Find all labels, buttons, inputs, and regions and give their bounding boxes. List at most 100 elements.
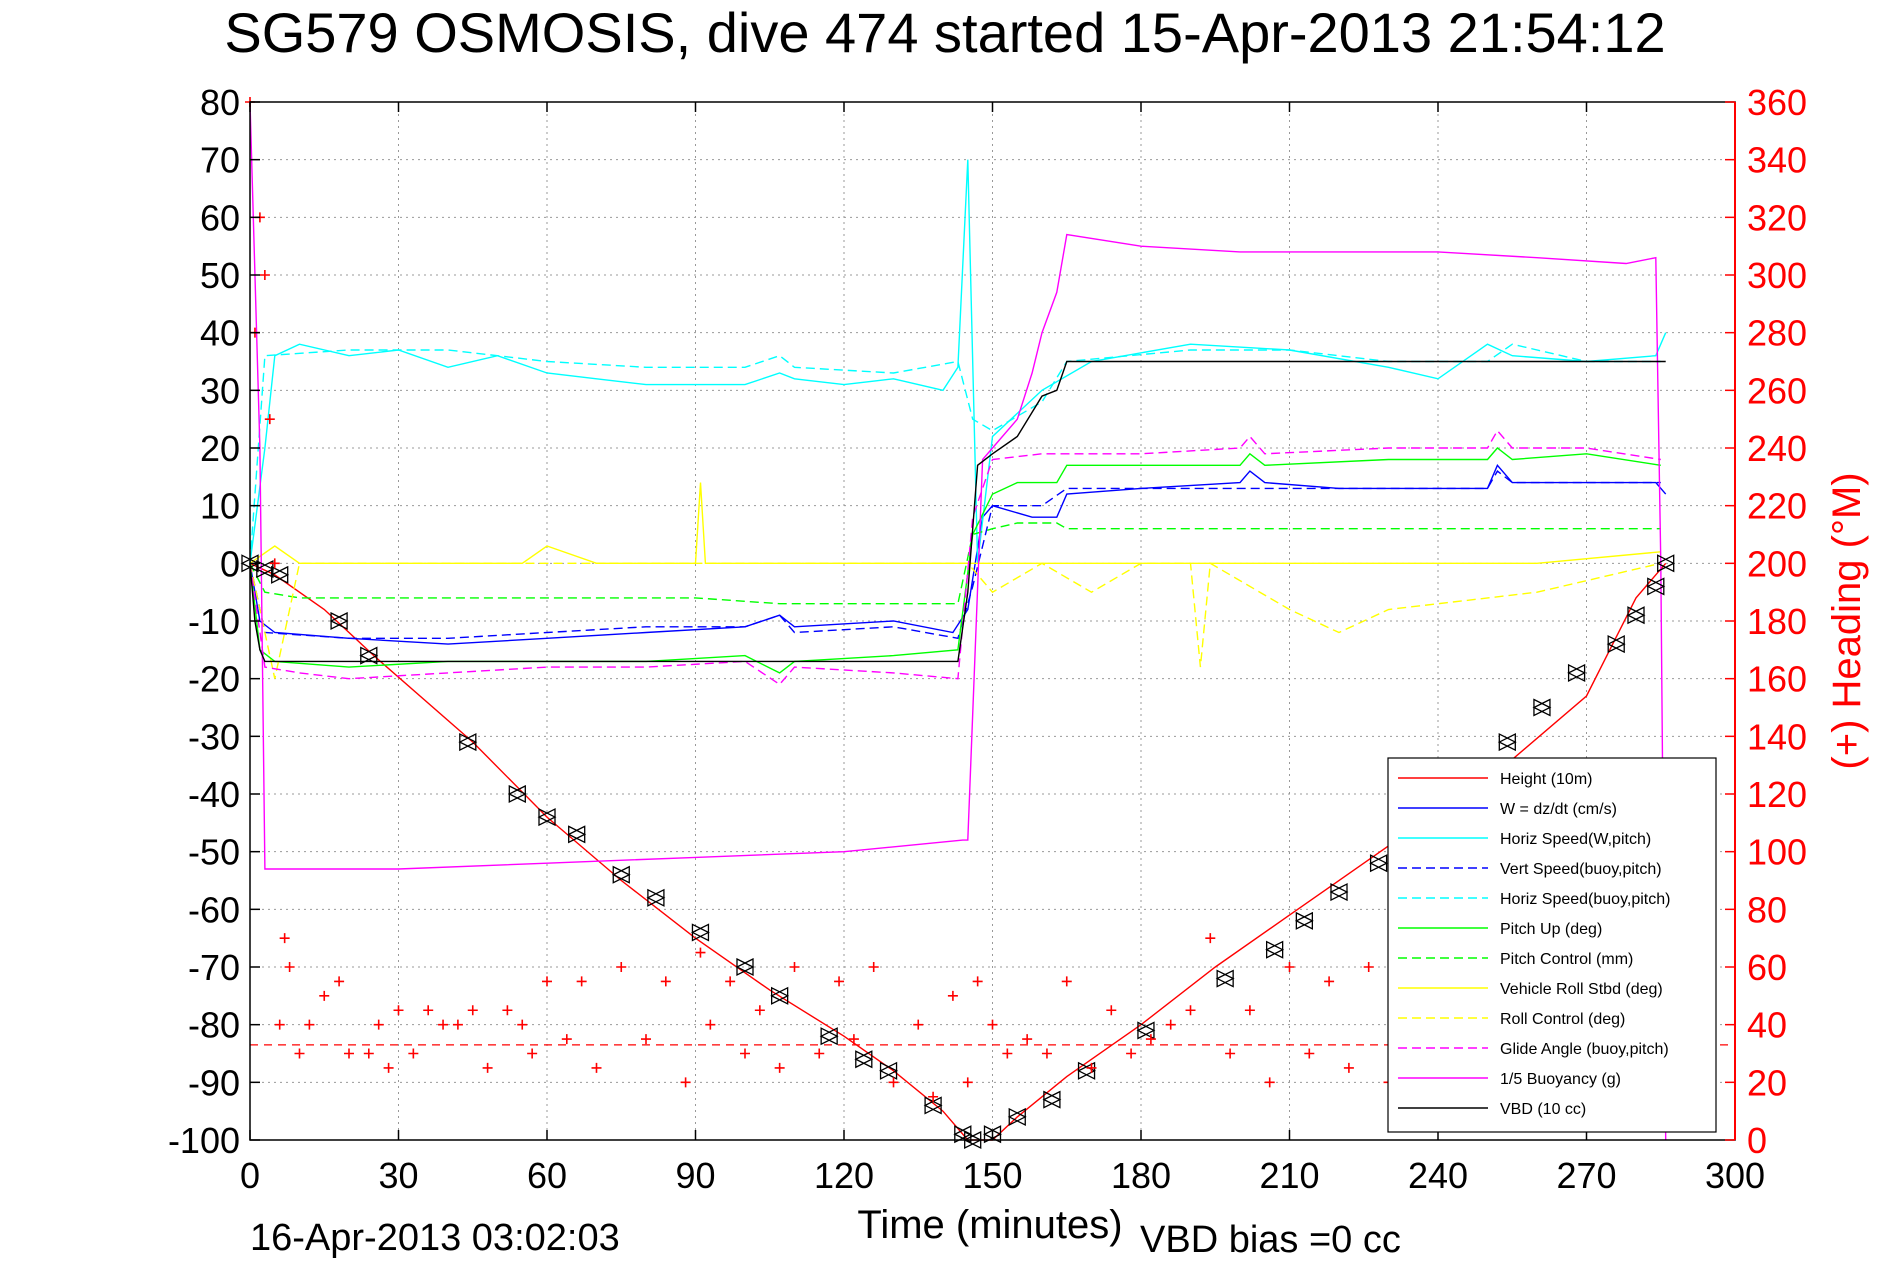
depth-marker-back bbox=[567, 825, 586, 844]
depth-marker-back bbox=[458, 733, 477, 752]
series-line-1 bbox=[249, 463, 1667, 645]
x-tick-label: 240 bbox=[1408, 1155, 1468, 1196]
chart-title: SG579 OSMOSIS, dive 474 started 15-Apr-2… bbox=[224, 1, 1665, 64]
depth-marker bbox=[1216, 969, 1235, 988]
legend-label: Horiz Speed(buoy,pitch) bbox=[1500, 891, 1670, 908]
y2-tick-label: 80 bbox=[1747, 889, 1787, 930]
series-line-8 bbox=[249, 562, 1661, 679]
heading-point bbox=[972, 976, 983, 987]
legend-label: Glide Angle (buoy,pitch) bbox=[1500, 1041, 1669, 1058]
heading-point bbox=[423, 1005, 434, 1016]
heading-point bbox=[834, 976, 845, 987]
depth-marker-back bbox=[879, 1061, 898, 1080]
y-tick-label: 20 bbox=[200, 428, 240, 469]
series-line-6 bbox=[249, 522, 1661, 605]
depth-marker-back bbox=[1294, 911, 1313, 930]
y2-tick-label: 320 bbox=[1747, 197, 1807, 238]
axes: 0 30 60 90 120 150 180 210 240 270 300807060504030… bbox=[168, 82, 1807, 1196]
depth-marker bbox=[568, 825, 587, 844]
heading-point bbox=[1324, 976, 1335, 987]
series-line-5 bbox=[249, 447, 1661, 674]
legend-label: Pitch Control (mm) bbox=[1500, 951, 1633, 968]
heading-point bbox=[913, 1019, 924, 1030]
heading-point bbox=[962, 1077, 973, 1088]
legend-label: Vehicle Roll Stbd (deg) bbox=[1500, 981, 1663, 998]
heading-point bbox=[344, 1048, 354, 1059]
y2-tick-label: 200 bbox=[1747, 543, 1807, 584]
heading-point bbox=[452, 1019, 463, 1030]
y2-tick-label: 280 bbox=[1747, 313, 1807, 354]
heading-point bbox=[947, 990, 958, 1001]
heading-point bbox=[383, 1062, 394, 1073]
heading-point bbox=[616, 962, 627, 972]
y-tick-label: -100 bbox=[168, 1120, 240, 1161]
depth-marker-back bbox=[1626, 606, 1645, 625]
heading-point bbox=[1061, 976, 1072, 987]
heading-point bbox=[1126, 1048, 1137, 1059]
heading-point bbox=[269, 558, 280, 569]
depth-marker-back bbox=[611, 865, 630, 884]
heading-point bbox=[660, 976, 671, 987]
heading-point bbox=[1363, 962, 1374, 972]
depth-marker-back bbox=[1369, 854, 1388, 873]
y2-tick-label: 260 bbox=[1747, 370, 1807, 411]
depth-marker-back bbox=[735, 957, 754, 977]
heading-point bbox=[1304, 1048, 1315, 1059]
y2-tick-label: 0 bbox=[1747, 1120, 1767, 1161]
depth-marker-back bbox=[854, 1050, 873, 1069]
y2-tick-label: 40 bbox=[1747, 1005, 1787, 1046]
heading-point bbox=[1225, 1048, 1236, 1059]
x-tick-label: 120 bbox=[814, 1155, 874, 1196]
y2-tick-label: 100 bbox=[1747, 832, 1807, 873]
depth-marker-back bbox=[1656, 554, 1675, 573]
legend-label: Vert Speed(buoy,pitch) bbox=[1500, 861, 1662, 878]
heading-point bbox=[502, 1005, 513, 1016]
depth-marker bbox=[1330, 882, 1349, 902]
depth-marker-back bbox=[537, 808, 556, 827]
y2-tick-label: 240 bbox=[1747, 428, 1807, 469]
heading-point bbox=[740, 1048, 750, 1059]
depth-marker-back bbox=[1497, 733, 1516, 752]
x-tick-label: 270 bbox=[1556, 1155, 1616, 1196]
heading-point bbox=[591, 1062, 602, 1073]
heading-point bbox=[467, 1005, 478, 1016]
heading-point bbox=[680, 1077, 691, 1088]
depth-marker-back bbox=[1532, 698, 1551, 717]
depth-marker bbox=[508, 784, 527, 804]
y2-tick-label: 140 bbox=[1747, 716, 1807, 757]
y2-tick-label: 60 bbox=[1747, 947, 1787, 988]
heading-point bbox=[284, 962, 295, 972]
depth-marker-back bbox=[953, 1125, 972, 1144]
heading-point bbox=[705, 1019, 716, 1030]
y2-tick-label: 20 bbox=[1747, 1062, 1787, 1103]
depth-marker bbox=[1295, 911, 1314, 930]
y-tick-label: -20 bbox=[188, 659, 240, 700]
depth-marker-back bbox=[1606, 635, 1625, 654]
depth-marker-back bbox=[819, 1027, 838, 1046]
y2-tick-label: 340 bbox=[1747, 140, 1807, 181]
legend-label: Height (10m) bbox=[1500, 771, 1592, 788]
heading-point bbox=[725, 976, 736, 987]
y2-tick-label: 120 bbox=[1747, 774, 1807, 815]
depth-marker-back bbox=[1646, 577, 1665, 596]
depth-marker bbox=[1533, 698, 1552, 717]
heading-point bbox=[1205, 933, 1216, 944]
depth-marker-back bbox=[507, 784, 526, 804]
y2-tick-label: 300 bbox=[1747, 255, 1807, 296]
x-tick-label: 150 bbox=[962, 1155, 1022, 1196]
legend-label: W = dz/dt (cm/s) bbox=[1500, 801, 1617, 818]
heading-point bbox=[868, 962, 879, 972]
x-tick-label: 180 bbox=[1111, 1155, 1171, 1196]
heading-point bbox=[334, 976, 345, 987]
x-tick-label: 90 bbox=[675, 1155, 715, 1196]
legend-label: Pitch Up (deg) bbox=[1500, 921, 1602, 938]
heading-point bbox=[438, 1019, 449, 1030]
y2-tick-label: 160 bbox=[1747, 659, 1807, 700]
heading-point bbox=[987, 1019, 998, 1030]
series-line-7 bbox=[249, 482, 1661, 564]
legend-label: VBD (10 cc) bbox=[1500, 1101, 1586, 1118]
y2-tick-label: 360 bbox=[1747, 82, 1807, 123]
depth-marker-back bbox=[255, 560, 274, 579]
heading-point bbox=[363, 1048, 374, 1059]
